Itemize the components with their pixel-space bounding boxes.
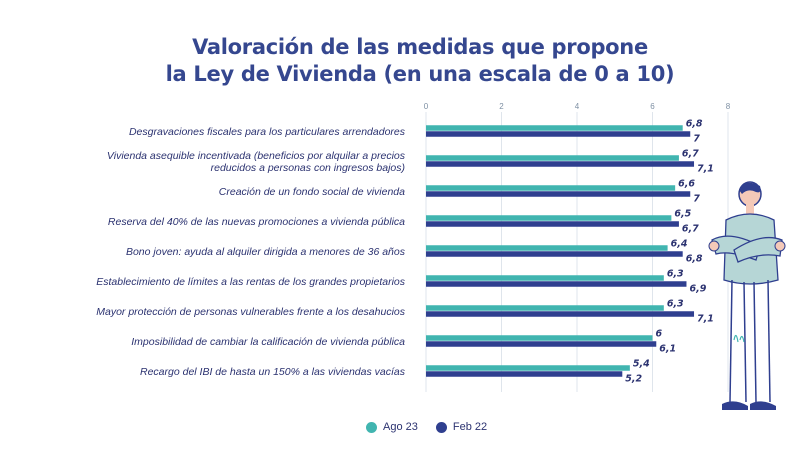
bar-feb22 xyxy=(426,131,691,137)
data-label-ago23: 6,5 xyxy=(674,208,691,219)
category-label: Desgravaciones fiscales para los particu… xyxy=(129,126,406,138)
bar-feb22 xyxy=(426,191,691,197)
data-label-ago23: 6,3 xyxy=(667,268,684,279)
bar-ago23 xyxy=(426,365,630,371)
bar-ago23 xyxy=(426,335,653,341)
data-label-feb22: 7 xyxy=(693,133,700,144)
x-tick-label: 0 xyxy=(424,102,429,111)
data-label-ago23: 5,4 xyxy=(633,358,650,369)
bars xyxy=(426,125,695,377)
bar-ago23 xyxy=(426,125,683,131)
bar-ago23 xyxy=(426,185,676,191)
data-label-feb22: 7 xyxy=(693,193,700,204)
bar-feb22 xyxy=(426,371,623,377)
bar-ago23 xyxy=(426,305,664,311)
bar-ago23 xyxy=(426,215,672,221)
legend-label-ago23: Ago 23 xyxy=(383,421,418,433)
bar-ago23 xyxy=(426,155,679,161)
legend: Ago 23 Feb 22 xyxy=(366,421,487,433)
category-label: Establecimiento de límites a las rentas … xyxy=(96,276,405,288)
data-label-ago23: 6 xyxy=(656,328,663,339)
category-label: Vivienda asequible incentivada (benefici… xyxy=(107,150,406,162)
data-label-feb22: 6,1 xyxy=(659,343,676,354)
bar-feb22 xyxy=(426,311,695,317)
category-label: Recargo del IBI de hasta un 150% a las v… xyxy=(140,366,406,378)
data-label-ago23: 6,6 xyxy=(678,178,695,189)
x-tick-label: 4 xyxy=(575,102,580,111)
x-tick-label: 6 xyxy=(650,102,655,111)
bar-ago23 xyxy=(426,275,664,281)
category-label: reducidos a personas con ingresos bajos) xyxy=(211,162,405,174)
legend-swatch-feb22 xyxy=(435,421,447,433)
category-label: Imposibilidad de cambiar la calificación… xyxy=(131,336,405,348)
legend-swatch-ago23 xyxy=(366,421,377,433)
bar-feb22 xyxy=(426,251,683,257)
data-label-feb22: 6,8 xyxy=(686,253,703,264)
x-tick-label: 8 xyxy=(726,102,731,111)
bar-feb22 xyxy=(426,221,679,227)
bar-ago23 xyxy=(426,245,668,251)
category-label: Bono joven: ayuda al alquiler dirigida a… xyxy=(126,246,406,258)
data-label-feb22: 5,2 xyxy=(625,373,642,384)
chart-title: Valoración de las medidas que propone la… xyxy=(0,34,800,88)
data-label-feb22: 6,7 xyxy=(682,223,699,234)
data-label-feb22: 7,1 xyxy=(697,163,714,174)
legend-item-feb22: Feb 22 xyxy=(435,421,488,433)
category-label: Reserva del 40% de las nuevas promocione… xyxy=(108,216,405,228)
data-label-feb22: 7,1 xyxy=(697,313,714,324)
x-tick-label: 2 xyxy=(499,102,504,111)
data-label-ago23: 6,7 xyxy=(682,148,699,159)
data-label-ago23: 6,3 xyxy=(667,298,684,309)
person-illustration xyxy=(708,181,786,410)
category-labels: Desgravaciones fiscales para los particu… xyxy=(96,126,406,378)
category-label: Creación de un fondo social de vivienda xyxy=(219,186,405,198)
data-label-feb22: 6,9 xyxy=(689,283,706,294)
chart-title-line-1: Valoración de las medidas que propone xyxy=(192,35,648,59)
bar-feb22 xyxy=(426,161,695,167)
data-label-ago23: 6,4 xyxy=(671,238,688,249)
x-axis-ticks: 0 2 4 6 8 xyxy=(424,102,731,111)
bar-feb22 xyxy=(426,281,687,287)
data-label-ago23: 6,8 xyxy=(686,118,703,129)
bar-feb22 xyxy=(426,341,657,347)
value-labels: 6,876,77,16,676,56,76,46,86,36,96,37,166… xyxy=(625,118,714,384)
legend-item-ago23: Ago 23 xyxy=(366,421,418,433)
category-label: Mayor protección de personas vulnerables… xyxy=(96,306,406,318)
legend-label-feb22: Feb 22 xyxy=(452,421,488,433)
chart-title-line-2: la Ley de Vivienda (en una escala de 0 a… xyxy=(165,62,675,86)
